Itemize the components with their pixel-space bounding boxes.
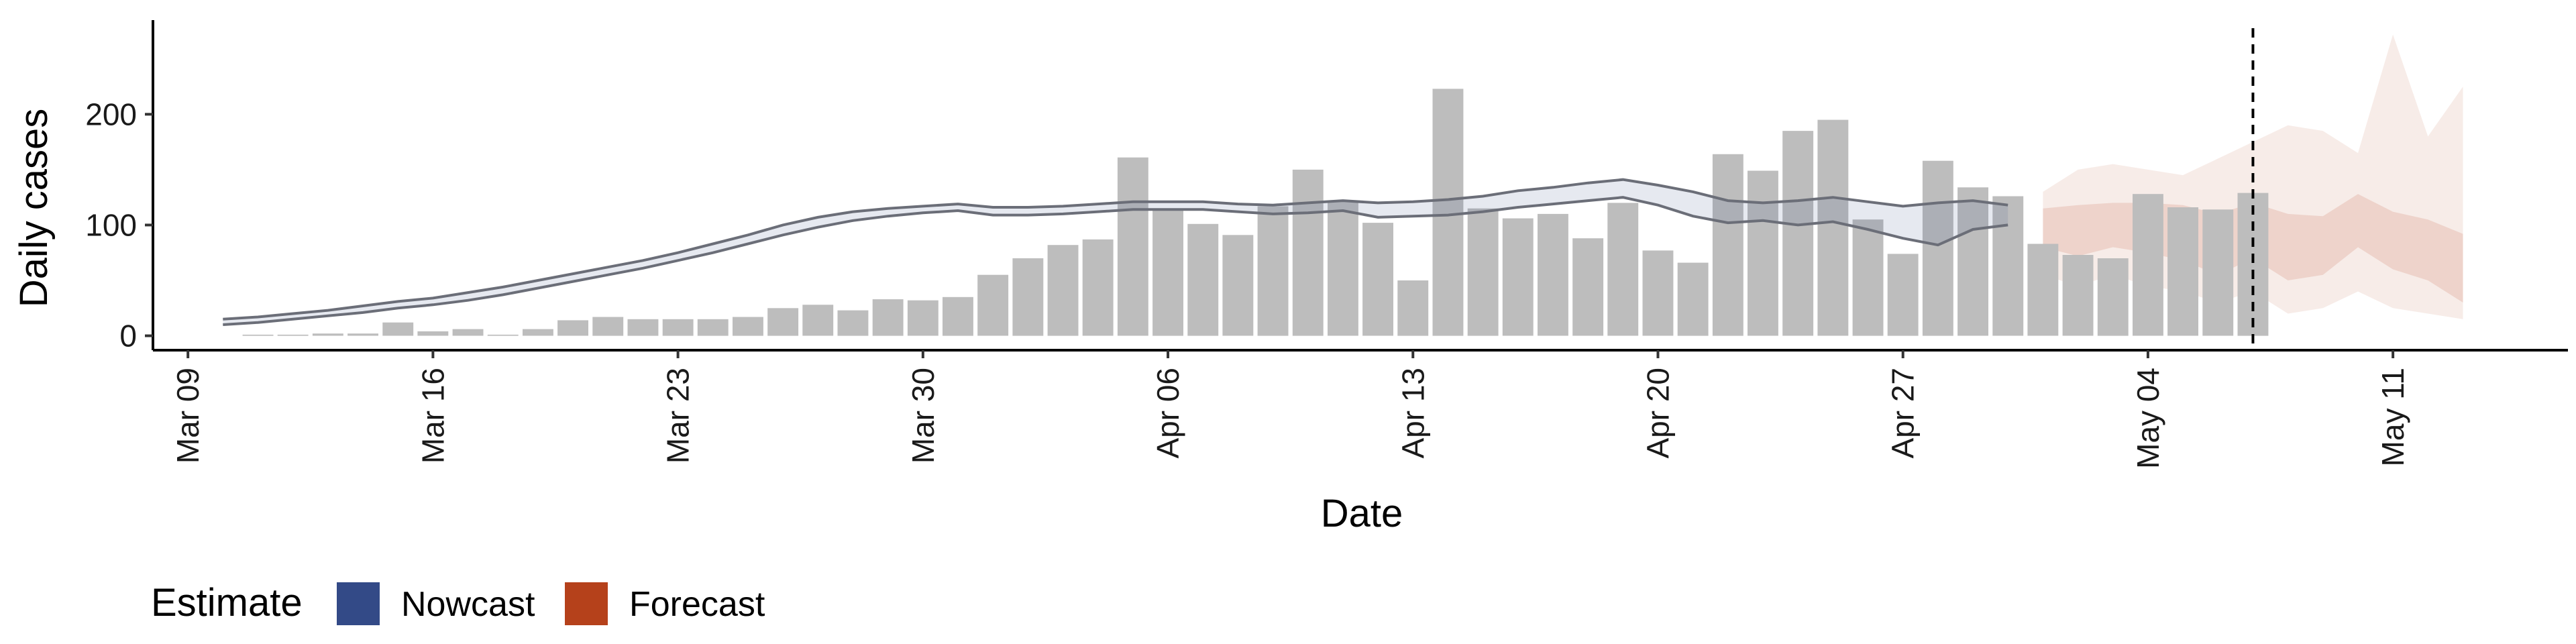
bar	[872, 299, 904, 336]
bar	[1782, 131, 1814, 336]
legend-swatch-nowcast	[337, 582, 380, 625]
bar	[1117, 157, 1148, 336]
x-tick-label: Apr 27	[1886, 368, 1921, 459]
bar	[242, 334, 274, 336]
legend-label-nowcast: Nowcast	[401, 585, 535, 624]
bar	[2133, 194, 2163, 336]
x-tick-label: Apr 20	[1640, 368, 1675, 459]
bar	[1397, 280, 1429, 336]
axes	[152, 20, 2568, 352]
nowcast-ribbons	[223, 178, 2008, 326]
bar	[1222, 235, 1254, 336]
y-ticks: 0 100 200	[85, 97, 153, 354]
bar	[1502, 218, 1534, 336]
y-tick-label: 0	[119, 319, 137, 354]
bar-series	[242, 89, 2269, 336]
y-tick-label: 200	[85, 97, 137, 131]
bar	[347, 333, 378, 336]
nowcast-band	[223, 179, 2008, 325]
bar	[1257, 206, 1289, 336]
bar	[1992, 196, 2024, 336]
bar	[662, 319, 694, 336]
x-axis-title: Date	[1321, 492, 1403, 535]
bar	[1852, 219, 1884, 336]
x-tick-label: Mar 30	[906, 368, 941, 464]
bar	[523, 329, 553, 336]
bar	[2237, 193, 2269, 336]
bar	[1642, 250, 1674, 336]
bar	[1012, 258, 1044, 336]
bar	[977, 274, 1009, 336]
bar	[1538, 213, 1568, 336]
bar	[1887, 254, 1919, 336]
bar	[1152, 211, 1183, 336]
bar	[1432, 89, 1464, 336]
bar	[1467, 208, 1499, 336]
bar	[2027, 244, 2059, 336]
bar	[1712, 154, 1743, 336]
x-ticks: Mar 09 Mar 16 Mar 23 Mar 30 Apr 06 Apr 13 Apr …	[170, 350, 2410, 469]
bar	[802, 305, 834, 336]
bar	[1292, 169, 1324, 336]
bar	[1047, 245, 1079, 336]
bar	[943, 297, 973, 336]
bar	[487, 334, 519, 336]
x-tick-label: Mar 09	[170, 368, 205, 464]
bar	[417, 331, 449, 336]
bar	[1922, 160, 1953, 336]
legend: Estimate Nowcast Forecast	[151, 581, 765, 625]
bar	[1607, 203, 1639, 336]
bar	[382, 322, 414, 336]
nowcast-upper-line	[223, 178, 2008, 321]
bar	[1748, 170, 1778, 336]
x-tick-label: Mar 23	[661, 368, 696, 464]
bar	[2202, 209, 2234, 336]
legend-label-forecast: Forecast	[629, 585, 765, 624]
bar	[592, 317, 624, 336]
x-tick-label: May 04	[2131, 368, 2165, 469]
bar	[277, 334, 309, 336]
bar	[452, 329, 484, 336]
bar	[557, 320, 588, 336]
legend-swatch-forecast	[565, 582, 608, 625]
bar	[1677, 262, 1709, 336]
bar	[697, 319, 729, 336]
bar	[2097, 258, 2129, 336]
x-tick-label: Apr 13	[1395, 368, 1430, 459]
y-axis-title: Daily cases	[12, 109, 56, 308]
bar	[1082, 239, 1114, 336]
bar	[1572, 238, 1604, 336]
bar	[1957, 187, 1988, 336]
x-tick-label: Mar 16	[415, 368, 450, 464]
bar	[1817, 119, 1849, 336]
bar	[1328, 201, 1358, 336]
x-tick-label: Apr 06	[1150, 368, 1185, 459]
bar	[2062, 255, 2094, 336]
x-tick-label: May 11	[2375, 368, 2410, 466]
bar	[767, 308, 799, 336]
y-tick-label: 100	[85, 207, 137, 242]
bar	[2167, 207, 2198, 336]
nowcast-lower-line	[223, 196, 2008, 326]
bar	[1362, 223, 1393, 336]
bar	[837, 310, 869, 336]
bar	[312, 333, 343, 336]
legend-title: Estimate	[151, 581, 303, 625]
bar	[1187, 223, 1219, 336]
bar	[627, 319, 659, 336]
bar	[733, 317, 763, 336]
bar	[907, 300, 938, 336]
